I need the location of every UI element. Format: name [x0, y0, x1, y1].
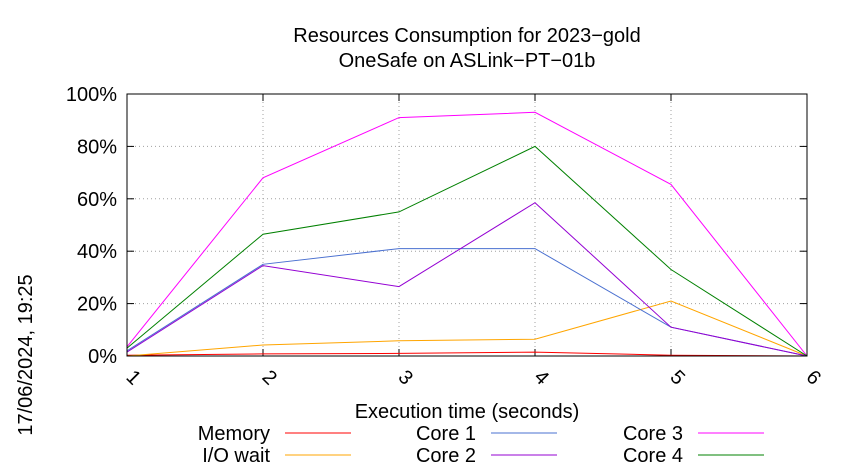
y-tick-labels: 0% 20% 40% 60% 80% 100%	[66, 84, 117, 368]
x-tick-labels: 1 2 3 4 5 6	[122, 366, 825, 389]
legend-label-core-4: Core 4	[623, 445, 683, 467]
chart-title: Resources Consumption for 2023−gold	[293, 25, 640, 47]
series-line-i-o-wait	[126, 300, 808, 357]
legend-label-i-o-wait: I/O wait	[202, 445, 270, 467]
chart-subtitle: OneSafe on ASLink−PT−01b	[339, 50, 596, 72]
series-lines	[126, 111, 808, 357]
x-tick-label: 4	[530, 366, 553, 389]
legend-label-core-1: Core 1	[416, 423, 476, 445]
x-axis-label: Execution time (seconds)	[355, 401, 580, 423]
series-line-core-2	[126, 202, 808, 357]
timestamp-label: 17/06/2024, 19:25	[15, 274, 37, 435]
y-tick-label: 80%	[77, 136, 117, 158]
y-tick-label: 40%	[77, 241, 117, 263]
y-tick-label: 60%	[77, 189, 117, 211]
legend-label-memory: Memory	[198, 423, 270, 445]
y-tick-label: 0%	[88, 346, 117, 368]
y-tick-label: 100%	[66, 84, 117, 106]
series-line-memory	[126, 351, 808, 357]
x-tick-label: 3	[394, 366, 417, 389]
x-tick-label: 6	[802, 366, 825, 389]
x-tick-label: 1	[122, 366, 145, 389]
series-line-core-3	[126, 111, 808, 357]
gridlines	[126, 93, 808, 357]
legend-label-core-2: Core 2	[416, 445, 476, 467]
y-tick-label: 20%	[77, 294, 117, 316]
plot-frame	[126, 93, 808, 357]
series-line-core-4	[126, 145, 808, 357]
legend-label-core-3: Core 3	[623, 423, 683, 445]
x-tick-label: 5	[666, 366, 689, 389]
x-tick-label: 2	[258, 366, 281, 389]
